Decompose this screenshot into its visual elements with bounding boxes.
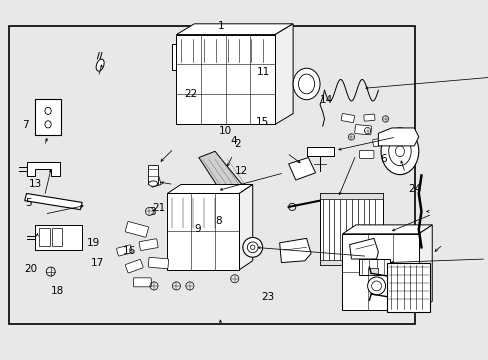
FancyBboxPatch shape [363,114,374,121]
Text: 4: 4 [230,136,237,145]
Text: 18: 18 [51,287,64,297]
Polygon shape [239,184,252,270]
Polygon shape [378,128,418,146]
Ellipse shape [96,59,104,71]
Polygon shape [26,162,60,176]
Text: 5: 5 [25,198,32,208]
Text: 1: 1 [217,21,224,31]
Text: 22: 22 [184,89,197,99]
Bar [36,99,61,135]
Ellipse shape [298,74,314,94]
Polygon shape [349,238,378,259]
Polygon shape [275,24,292,124]
Polygon shape [199,151,242,196]
Text: 15: 15 [255,117,268,127]
Text: 20: 20 [24,264,38,274]
Ellipse shape [247,242,258,253]
Bar [367,268,378,275]
FancyBboxPatch shape [125,221,148,237]
FancyBboxPatch shape [359,150,373,158]
Ellipse shape [148,181,157,186]
FancyBboxPatch shape [372,138,385,147]
Polygon shape [176,24,292,35]
FancyBboxPatch shape [354,125,371,135]
Bar [386,262,429,312]
FancyBboxPatch shape [116,245,132,256]
Ellipse shape [292,68,319,100]
Text: 3: 3 [149,207,156,217]
Text: 10: 10 [218,126,231,136]
Bar [358,259,389,275]
Text: 23: 23 [261,292,274,302]
Text: 9: 9 [194,224,201,234]
Ellipse shape [388,137,410,166]
FancyBboxPatch shape [148,257,168,269]
Bar [306,147,333,156]
Bar [176,35,275,124]
Ellipse shape [367,277,385,295]
Bar [36,225,82,250]
Text: 21: 21 [152,203,165,213]
Polygon shape [288,158,315,180]
Text: 8: 8 [215,216,222,226]
FancyBboxPatch shape [341,113,354,122]
Bar [167,193,239,270]
Bar [319,260,382,265]
Bar [52,229,62,247]
Bar [319,193,382,199]
Bar [39,229,50,247]
Polygon shape [149,176,161,187]
Text: 14: 14 [319,95,332,105]
Ellipse shape [243,238,262,257]
Polygon shape [279,238,310,262]
FancyBboxPatch shape [139,239,158,251]
Ellipse shape [380,128,418,175]
Polygon shape [418,225,431,310]
Text: 13: 13 [29,179,42,189]
Polygon shape [25,193,82,210]
Text: 6: 6 [379,154,386,164]
Bar [319,193,382,265]
Text: 11: 11 [257,67,270,77]
FancyBboxPatch shape [125,260,143,273]
Bar [342,234,418,310]
Text: 19: 19 [87,238,100,248]
Text: 16: 16 [122,246,136,256]
FancyBboxPatch shape [133,278,151,287]
Text: 24: 24 [407,184,421,194]
Polygon shape [172,44,176,71]
Text: 17: 17 [90,258,103,268]
Bar [147,165,158,184]
Polygon shape [167,184,252,193]
Text: 12: 12 [235,166,248,176]
Text: 7: 7 [22,120,29,130]
Polygon shape [342,225,431,234]
Text: 2: 2 [234,139,241,149]
